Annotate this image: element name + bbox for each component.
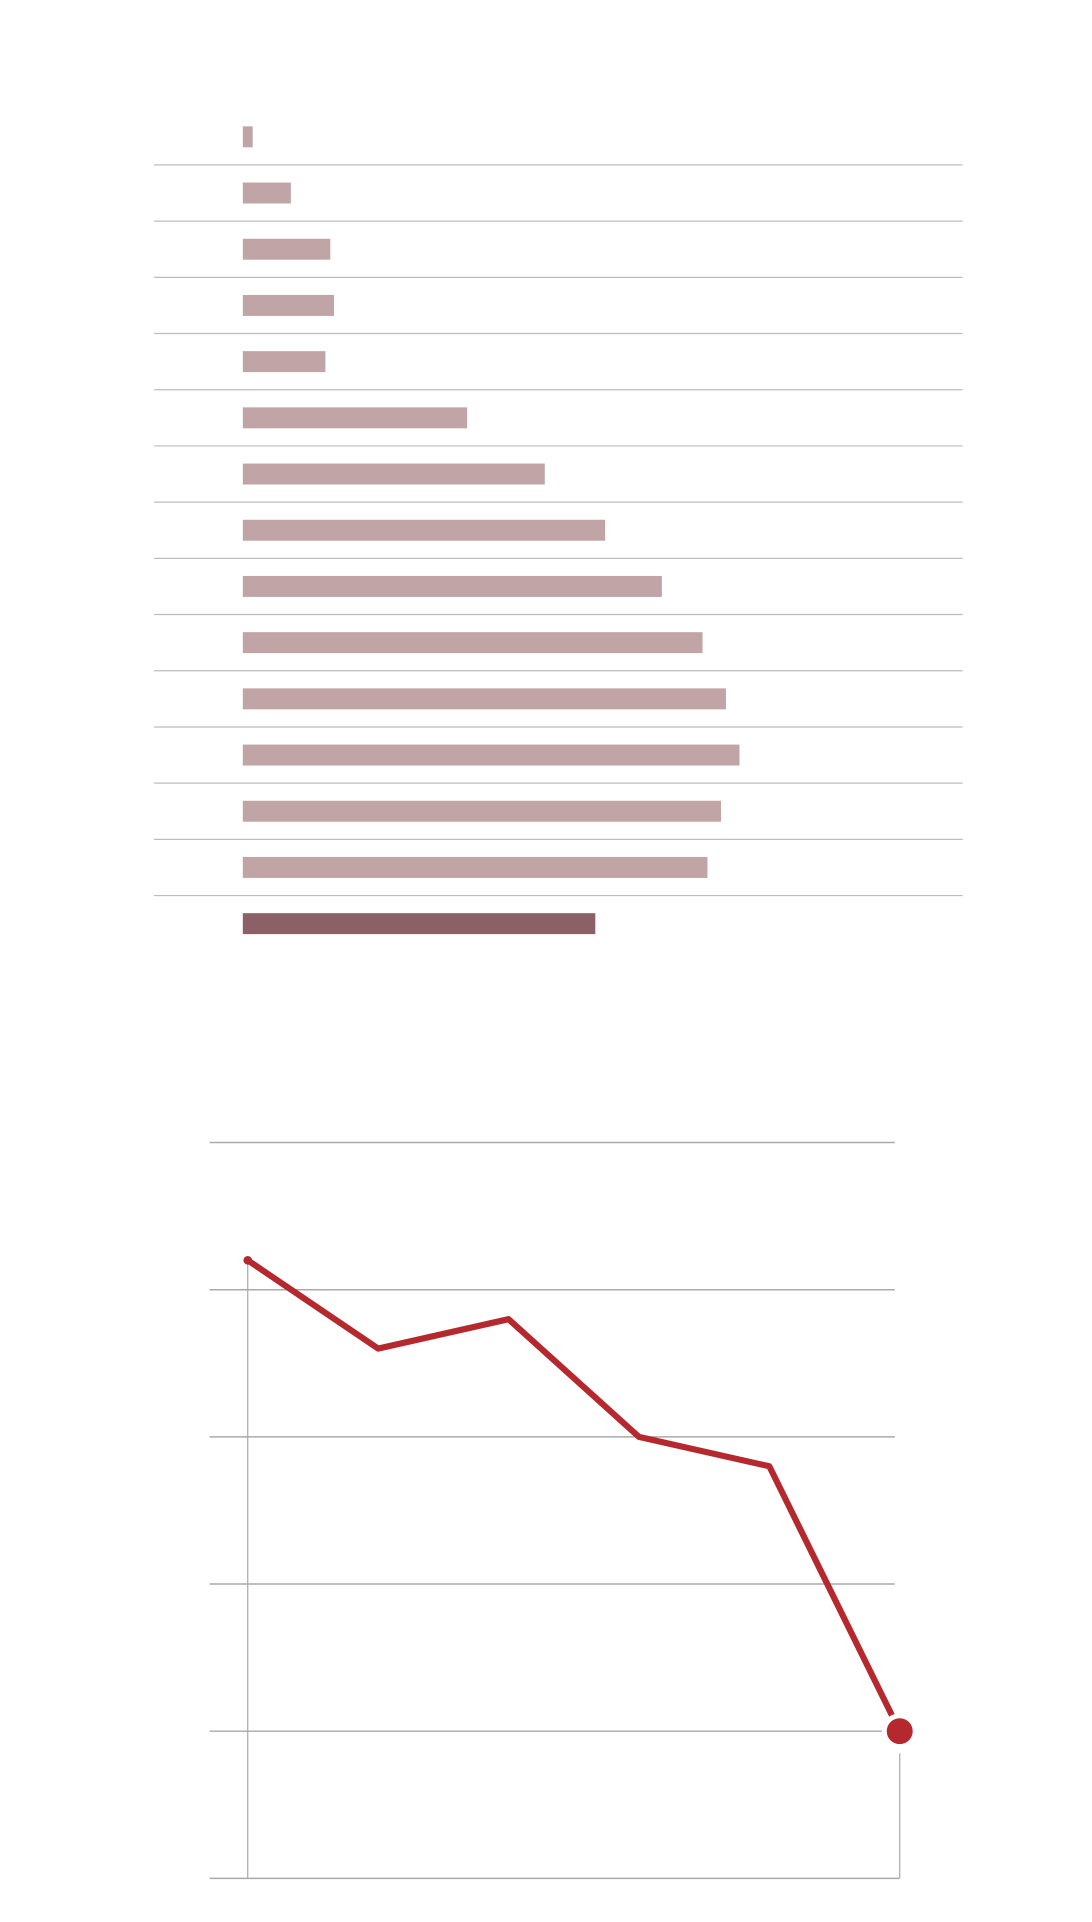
bar [242,463,545,485]
bar [242,294,335,316]
start-point [243,1255,253,1265]
bar [242,632,703,654]
bar [242,351,326,373]
bar [242,126,253,148]
bar [242,913,596,935]
bar [242,182,291,204]
bar [242,407,468,429]
bar [242,744,740,766]
end-point [881,1713,918,1750]
bar [242,238,331,260]
bar [242,800,722,822]
bar [242,519,606,541]
bar [242,688,726,710]
bar [242,575,662,597]
bar [242,856,708,878]
line [244,1257,903,1735]
